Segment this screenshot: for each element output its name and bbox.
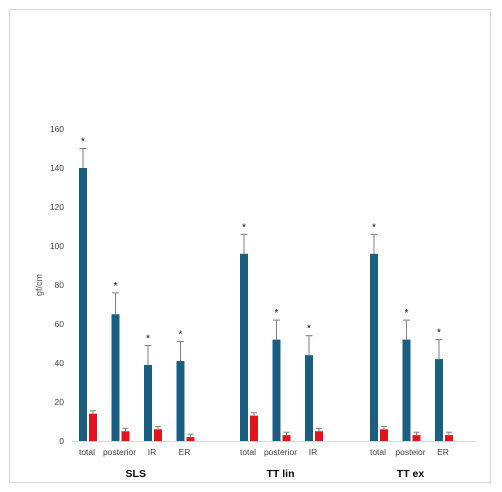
bar-blue	[370, 253, 378, 441]
significance-mark: *	[114, 281, 118, 292]
y-axis-label: gf/cm	[34, 274, 44, 296]
significance-mark: *	[179, 330, 183, 341]
category-label: ER	[437, 447, 449, 457]
bar-red	[315, 431, 323, 441]
bar-blue	[305, 355, 313, 441]
y-tick-label: 160	[50, 124, 64, 134]
y-tick-label: 20	[55, 397, 65, 407]
bar-red	[412, 435, 421, 441]
category-label: posteior	[395, 447, 425, 457]
bar-blue	[111, 314, 120, 441]
category-label: IR	[148, 447, 157, 457]
significance-mark: *	[81, 137, 85, 148]
y-tick-label: 80	[55, 280, 65, 290]
significance-mark: *	[405, 308, 409, 319]
group-label: TT ex	[397, 468, 425, 480]
bar-red	[89, 413, 97, 441]
bar-blue	[79, 168, 87, 441]
category-label: total	[240, 447, 256, 457]
bar-red	[282, 435, 291, 441]
bar-blue	[144, 364, 152, 441]
bar-red	[445, 435, 453, 441]
y-tick-label: 120	[50, 202, 64, 212]
bar-red	[250, 415, 258, 441]
y-tick-label: 60	[55, 319, 65, 329]
bar-blue	[176, 361, 185, 441]
bar-blue	[402, 339, 411, 441]
bar-red	[186, 437, 195, 441]
category-label: ER	[179, 447, 191, 457]
y-tick-label: 100	[50, 241, 64, 251]
significance-mark: *	[307, 324, 311, 335]
y-tick-label: 0	[59, 436, 64, 446]
significance-mark: *	[437, 328, 441, 339]
category-label: total	[370, 447, 386, 457]
chart-frame	[9, 9, 491, 483]
significance-mark: *	[275, 308, 279, 319]
bar-red	[121, 431, 130, 441]
significance-mark: *	[146, 333, 150, 344]
y-tick-label: 140	[50, 163, 64, 173]
bar-red	[154, 429, 162, 441]
category-label: IR	[309, 447, 318, 457]
group-label: SLS	[126, 468, 146, 480]
group-label: TT lin	[267, 468, 295, 480]
bar-blue	[435, 359, 443, 441]
significance-mark: *	[242, 222, 246, 233]
y-tick-label: 40	[55, 358, 65, 368]
significance-mark: *	[372, 222, 376, 233]
bar-blue	[240, 253, 248, 441]
category-label: total	[79, 447, 95, 457]
category-label: posterior	[103, 447, 136, 457]
bar-red	[380, 429, 388, 441]
bar-blue	[272, 339, 281, 441]
category-label: posterior	[264, 447, 297, 457]
